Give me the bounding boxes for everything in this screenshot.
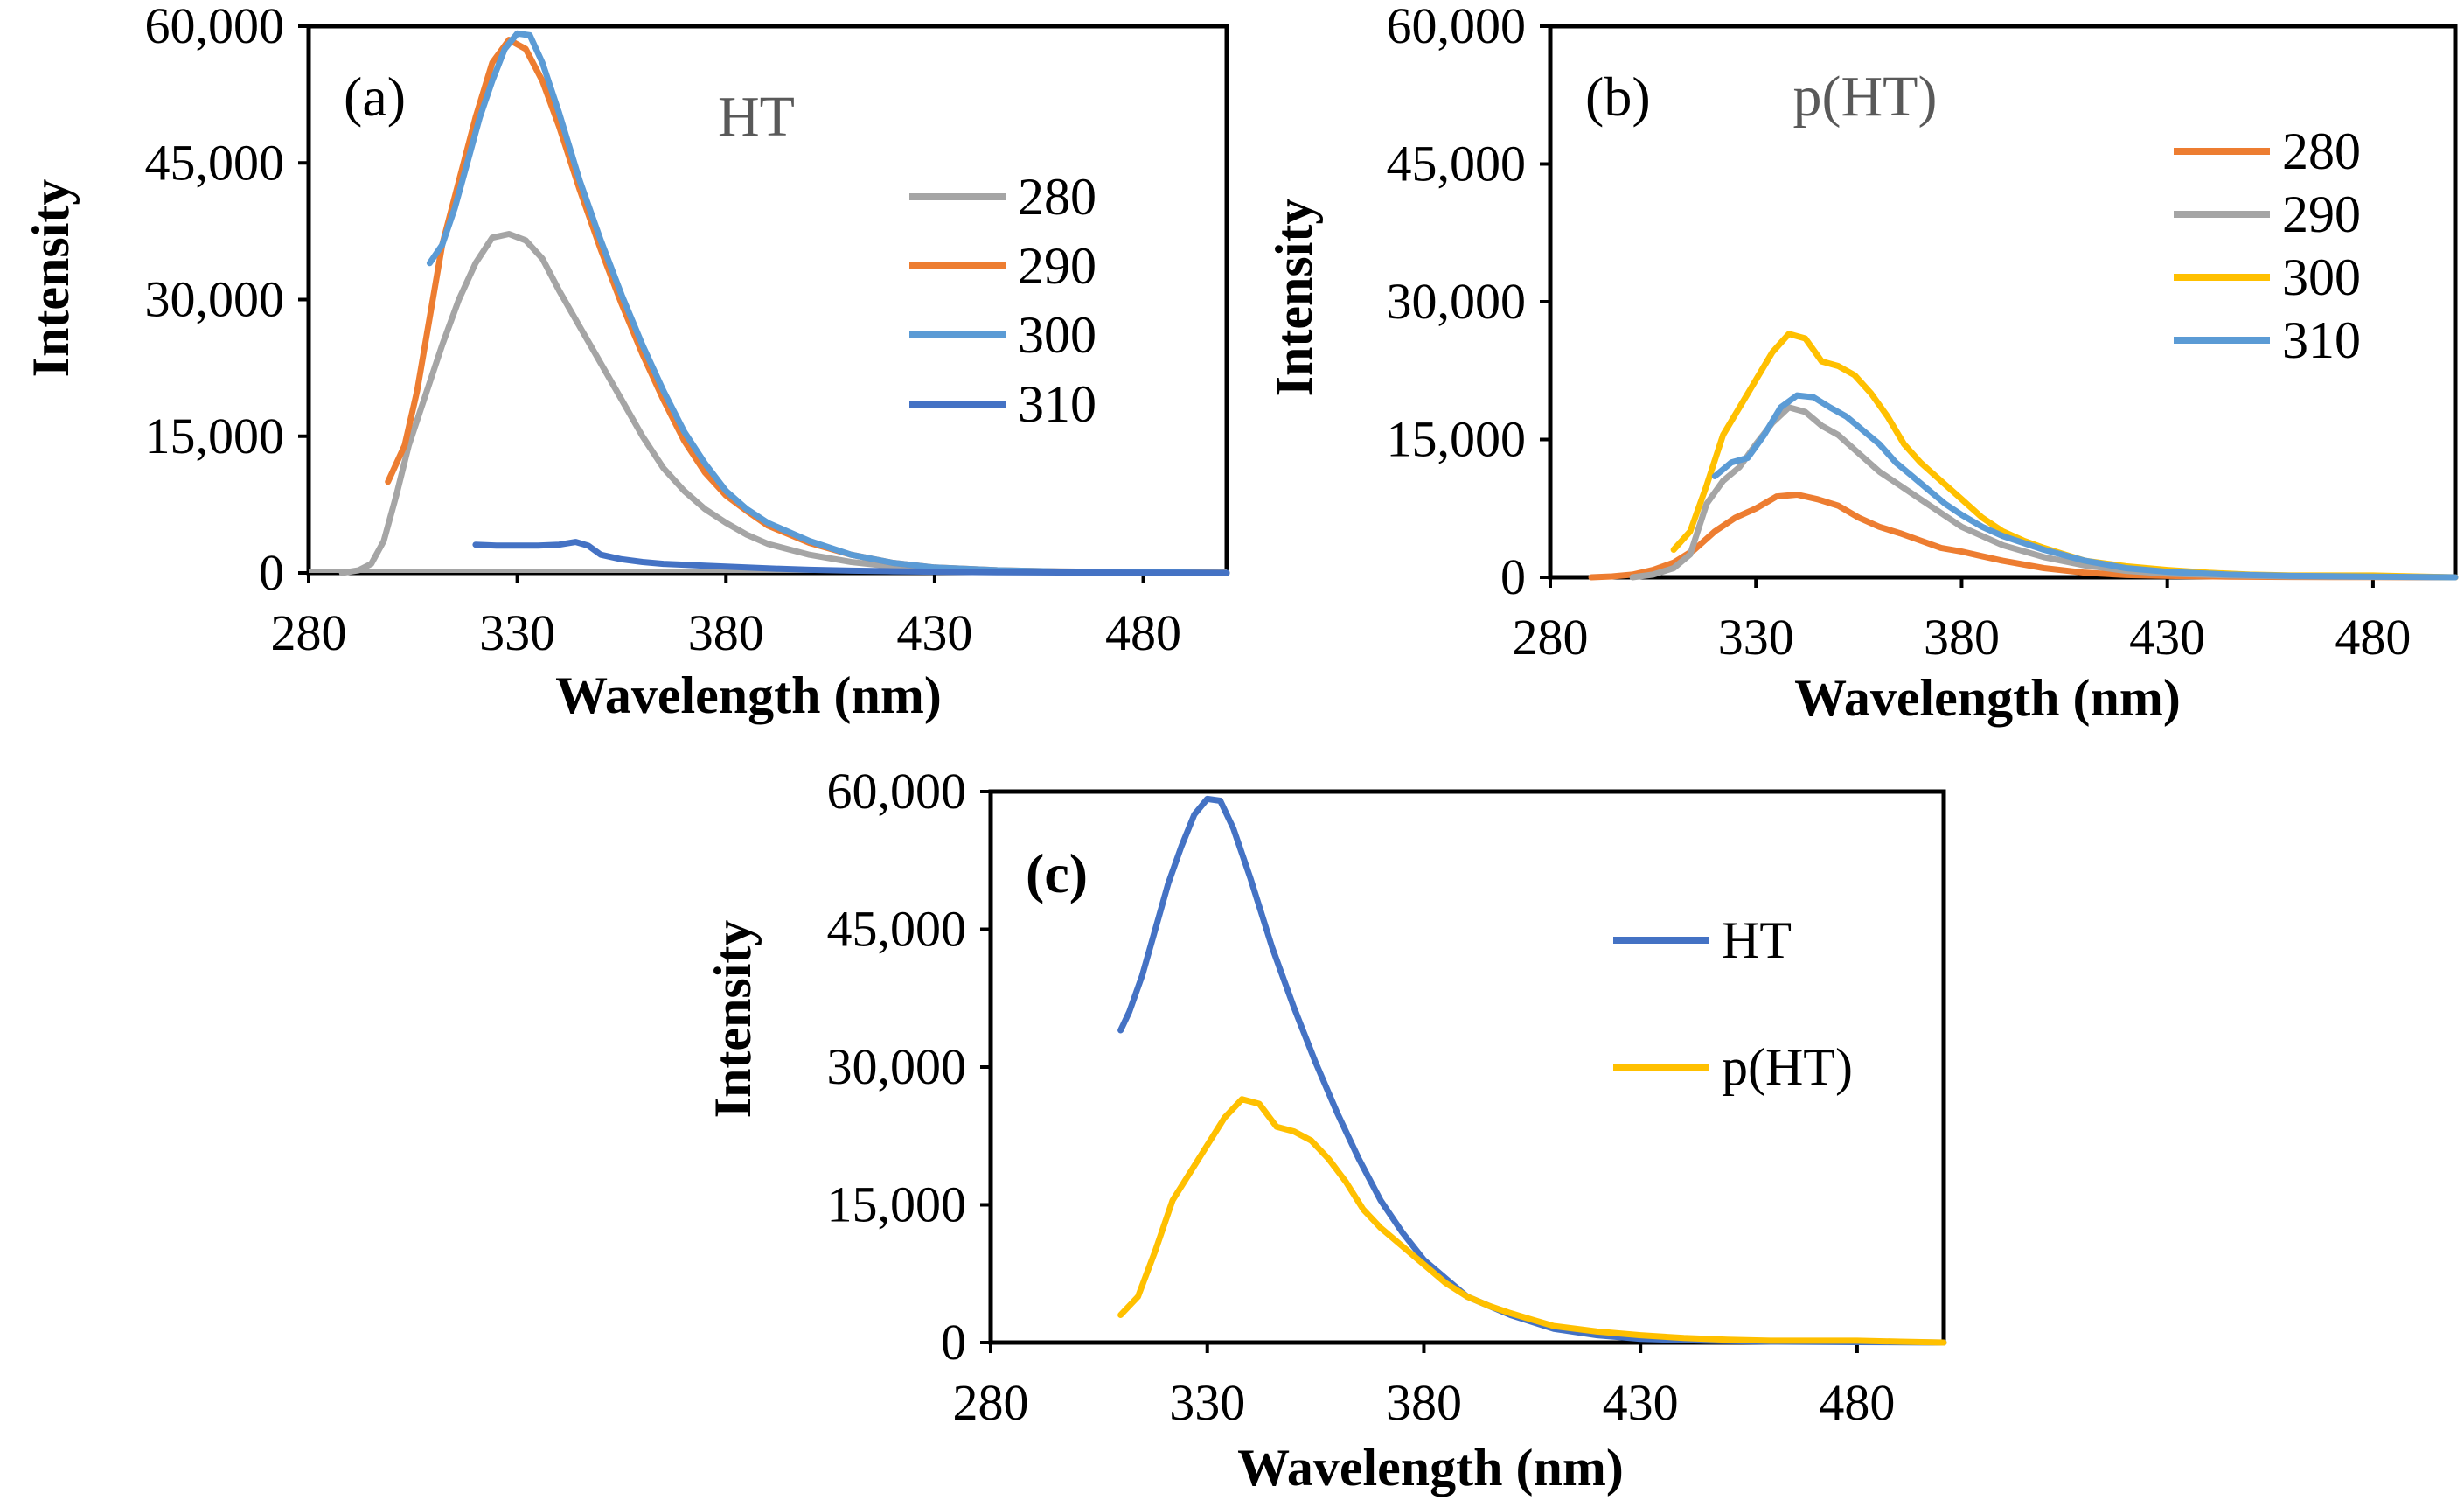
panel-c-series-pht: [1117, 1096, 1947, 1346]
panel-a-x-tick-label: 380: [688, 604, 764, 661]
panel-b-x-tick-label: 280: [1513, 609, 1589, 666]
panel-b-title: p(HT): [1793, 65, 1938, 129]
panel-c-x-tick-label: 380: [1386, 1374, 1462, 1431]
panel-a-legend-label-280: 280: [1018, 168, 1096, 226]
panel-a-x-tick-label: 280: [271, 604, 347, 661]
panel-a-x-axis-label: Wavelength (nm): [555, 666, 942, 724]
panel-b-y-tick-label: 0: [1500, 548, 1526, 605]
panel-a-series-300: [426, 30, 1230, 576]
panel-b-label: (b): [1585, 66, 1651, 128]
panel-b-series-300: [1670, 331, 2459, 581]
panel-a-x-tick-label: 430: [896, 604, 972, 661]
panel-c-y-tick-label: 15,000: [827, 1176, 967, 1233]
panel-b-series: [1588, 331, 2459, 581]
panel-a-title: HT: [718, 85, 795, 149]
panel-b-y-axis-label: Intensity: [1265, 199, 1323, 397]
panel-a-x-tick-label: 330: [479, 604, 555, 661]
panel-c-x-tick-label: 330: [1169, 1374, 1245, 1431]
panel-b-y-tick-label: 60,000: [1387, 0, 1527, 54]
panel-c-y-tick-label: 60,000: [827, 763, 967, 820]
panel-c-y-tick-label: 45,000: [827, 901, 967, 958]
panel-a-legend-label-300: 300: [1018, 306, 1096, 364]
panel-a-ticks: 0 15,000 30,000 45,000 60,000 280 330 380 430 480: [145, 0, 1227, 661]
panel-b-x-tick-label: 380: [1924, 609, 2000, 666]
panel-b-y-tick-label: 45,000: [1387, 136, 1527, 192]
panel-a-series: [338, 30, 1230, 576]
panel-a-legend: 280 290 300 310: [909, 168, 1096, 433]
panel-b-legend-label-280: 280: [2282, 122, 2361, 180]
panel-c-y-axis-label: Intensity: [704, 920, 762, 1119]
panel-c-label: (c): [1026, 842, 1088, 904]
panel-b-y-tick-label: 15,000: [1387, 411, 1527, 468]
panel-a-series-310: [472, 539, 1230, 576]
panel-b-x-tick-label: 430: [2129, 609, 2205, 666]
panel-a-legend-label-290: 290: [1018, 237, 1096, 295]
panel-b: (b) p(HT) Wavelength (nm) Intensity 0 15,…: [1265, 0, 2459, 727]
panel-c-legend: HT p(HT): [1613, 911, 1853, 1096]
panel-b-x-tick-label: 480: [2335, 609, 2411, 666]
panel-a-y-tick-label: 60,000: [145, 0, 285, 54]
panel-a-y-tick-label: 15,000: [145, 408, 285, 464]
panel-b-x-tick-label: 330: [1718, 609, 1794, 666]
panel-a-x-tick-label: 480: [1105, 604, 1181, 661]
panel-c-y-tick-label: 0: [941, 1314, 966, 1371]
panel-a-y-tick-label: 30,000: [145, 271, 285, 328]
panel-a-legend-label-310: 310: [1018, 375, 1096, 433]
panel-c-legend-label-ht: HT: [1722, 911, 1792, 969]
panel-c-y-tick-label: 30,000: [827, 1038, 967, 1095]
panel-b-legend-label-290: 290: [2282, 185, 2361, 243]
panel-a-y-axis-label: Intensity: [22, 179, 80, 378]
panel-c-x-tick-label: 430: [1603, 1374, 1679, 1431]
panel-b-y-tick-label: 30,000: [1387, 273, 1527, 330]
panel-b-series-280: [1588, 492, 2459, 581]
panel-c-ticks: 0 15,000 30,000 45,000 60,000 280 330 380 430 480: [827, 763, 1896, 1431]
panel-c-series: [1117, 795, 1947, 1346]
panel-a: (a) HT Wavelength (nm) Intensity 0 15,000…: [22, 0, 1230, 724]
panel-a-series-290: [385, 37, 1230, 576]
panel-c-series-ht: [1117, 795, 1947, 1346]
panel-c-legend-label-pht: p(HT): [1722, 1038, 1853, 1096]
panel-a-series-280: [338, 231, 1230, 576]
panel-c-x-tick-label: 480: [1819, 1374, 1895, 1431]
panel-c-x-axis-label: Wavelength (nm): [1237, 1439, 1624, 1497]
panel-c: (c) Wavelength (nm) Intensity 0 15,000 30,…: [704, 763, 1947, 1497]
panel-b-ticks: 0 15,000 30,000 45,000 60,000 280 330 380 430 480: [1387, 0, 2412, 666]
panel-b-x-axis-label: Wavelength (nm): [1794, 669, 2181, 727]
panel-c-x-tick-label: 280: [953, 1374, 1029, 1431]
panel-a-label: (a): [344, 66, 406, 128]
panel-b-legend-label-300: 300: [2282, 248, 2361, 306]
panel-b-series-310: [1711, 392, 2459, 581]
panel-b-legend-label-310: 310: [2282, 311, 2361, 369]
panel-a-y-tick-label: 45,000: [145, 134, 285, 191]
panel-a-y-tick-label: 0: [259, 544, 284, 601]
